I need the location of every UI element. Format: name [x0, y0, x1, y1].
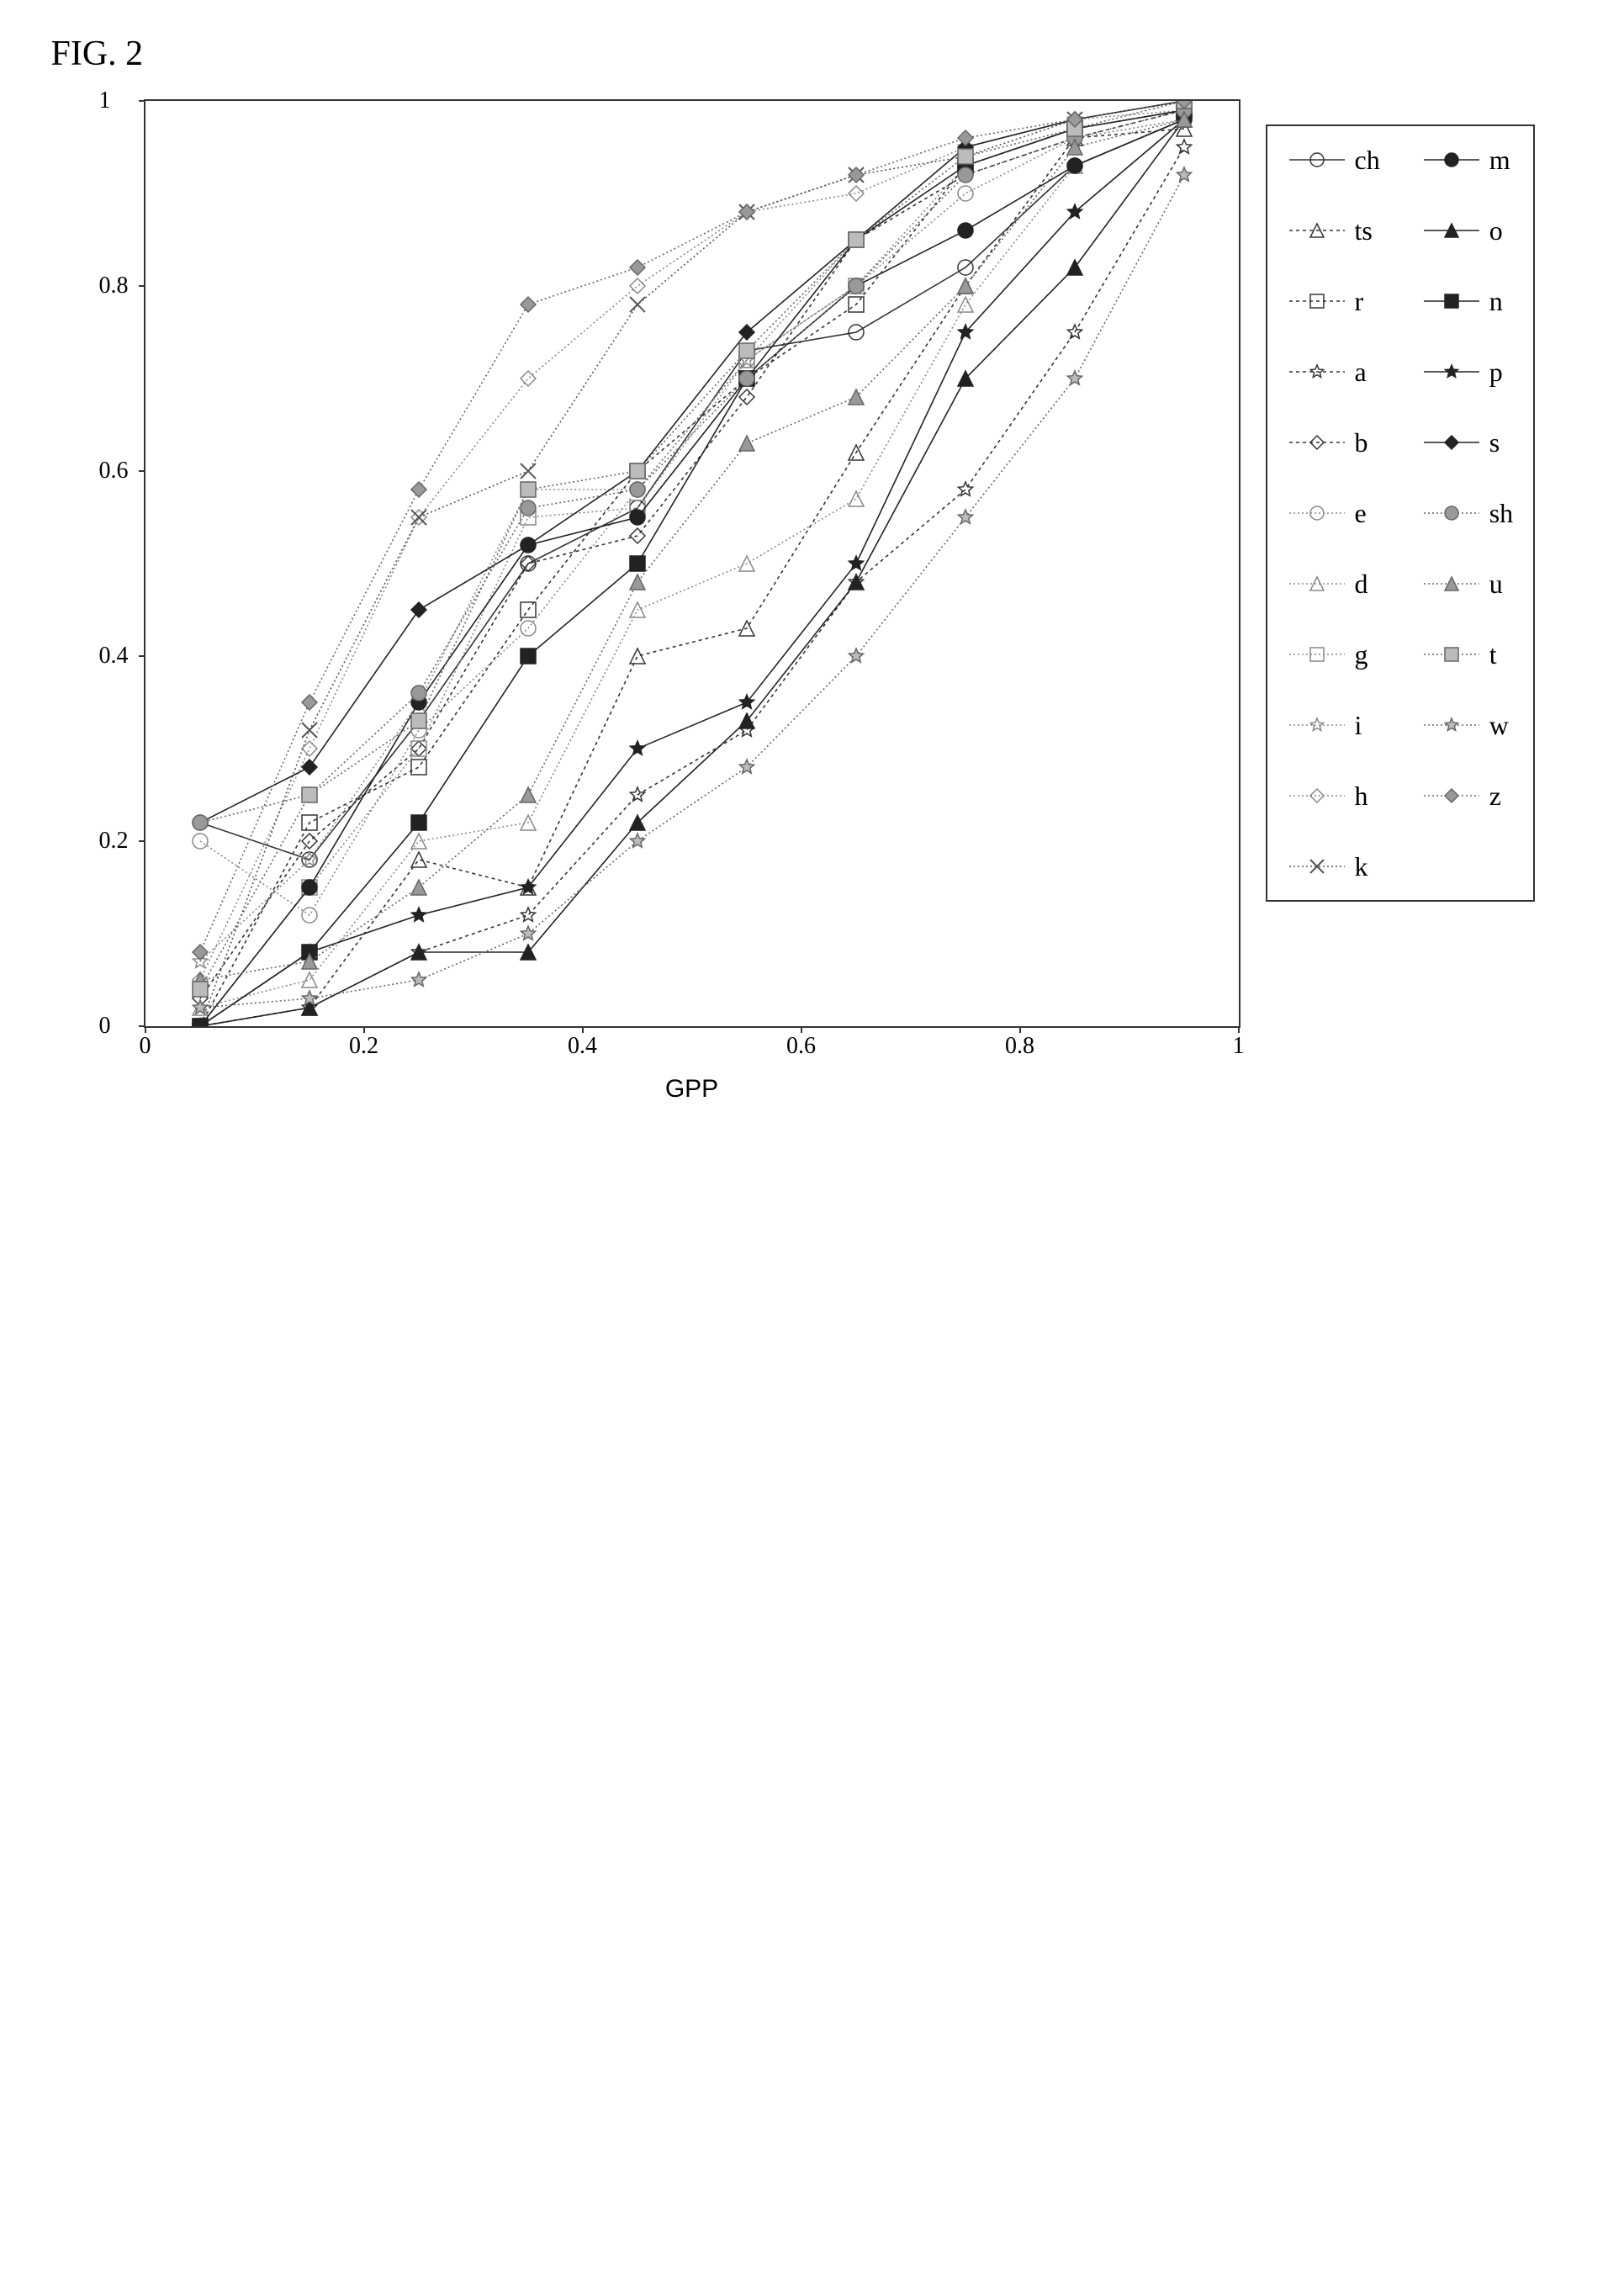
legend-label: p [1489, 357, 1503, 388]
legend-column-1: ch ts r a b e d g i h [1288, 143, 1380, 883]
chart-area: 00.20.40.60.81 00.20.40.60.81 [144, 99, 1240, 1028]
legend-label: e [1355, 498, 1367, 529]
legend-label: o [1489, 215, 1503, 246]
x-tick-label: 0.6 [786, 1033, 816, 1060]
legend-label: sh [1489, 498, 1513, 529]
figure-container: FIG. 2 CORRECT ANSWER RATE 00.20.40.60.8… [34, 34, 1590, 1129]
legend-label: i [1355, 710, 1362, 741]
legend-label: g [1355, 639, 1368, 670]
legend-item-sh: sh [1422, 496, 1513, 530]
x-tick-label: 0.2 [349, 1033, 378, 1060]
legend-item-r: r [1288, 284, 1380, 318]
legend-item-u: u [1422, 567, 1513, 601]
y-tick-label: 0.2 [99, 828, 129, 855]
legend-item-z: z [1422, 779, 1513, 813]
legend-item-w: w [1422, 708, 1513, 742]
legend-item-o: o [1422, 214, 1513, 247]
legend-item-e: e [1288, 496, 1380, 530]
y-tick-label: 0.6 [99, 458, 129, 484]
legend-label: b [1355, 427, 1368, 458]
x-tick-label: 0.4 [568, 1033, 597, 1060]
legend-label: ch [1355, 145, 1380, 176]
legend-label: t [1489, 639, 1497, 670]
legend-item-b: b [1288, 426, 1380, 459]
legend-item-a: a [1288, 355, 1380, 389]
legend-item-p: p [1422, 355, 1513, 389]
legend-item-k: k [1288, 850, 1380, 883]
legend-label: ts [1355, 215, 1373, 246]
legend-label: a [1355, 357, 1367, 388]
y-tick-label: 0.8 [99, 273, 129, 299]
y-tick-label: 1 [99, 87, 111, 114]
figure-label: FIG. 2 [51, 34, 1590, 74]
chart-wrapper: CORRECT ANSWER RATE 00.20.40.60.81 00.20… [144, 99, 1240, 1028]
legend-item-h: h [1288, 779, 1380, 813]
x-tick-label: 1 [1233, 1033, 1245, 1060]
legend-item-ch: ch [1288, 143, 1380, 177]
legend-label: s [1489, 427, 1500, 458]
legend-column-2: m o n p s sh u t w z [1422, 143, 1513, 883]
legend-label: m [1489, 145, 1510, 176]
legend-item-m: m [1422, 143, 1513, 177]
y-tick-label: 0.4 [99, 643, 129, 670]
legend-item-n: n [1422, 284, 1513, 318]
plot-svg [145, 101, 1239, 1026]
legend-label: w [1489, 710, 1509, 741]
legend-label: k [1355, 851, 1368, 882]
legend-label: h [1355, 781, 1368, 812]
legend-label: d [1355, 569, 1368, 600]
legend-item-g: g [1288, 638, 1380, 671]
legend-label: u [1489, 569, 1503, 600]
legend-label: n [1489, 286, 1503, 317]
x-tick-label: 0 [140, 1033, 151, 1060]
legend-item-s: s [1422, 426, 1513, 459]
legend: ch ts r a b e d g i h [1266, 124, 1536, 902]
x-axis-label: GPP [665, 1075, 718, 1104]
content-row: CORRECT ANSWER RATE 00.20.40.60.81 00.20… [34, 99, 1590, 1129]
legend-label: r [1355, 286, 1364, 317]
legend-item-d: d [1288, 567, 1380, 601]
legend-label: z [1489, 781, 1501, 812]
y-tick-label: 0 [99, 1013, 111, 1040]
legend-item-t: t [1422, 638, 1513, 671]
legend-item-i: i [1288, 708, 1380, 742]
x-tick-label: 0.8 [1005, 1033, 1034, 1060]
legend-item-ts: ts [1288, 214, 1380, 247]
